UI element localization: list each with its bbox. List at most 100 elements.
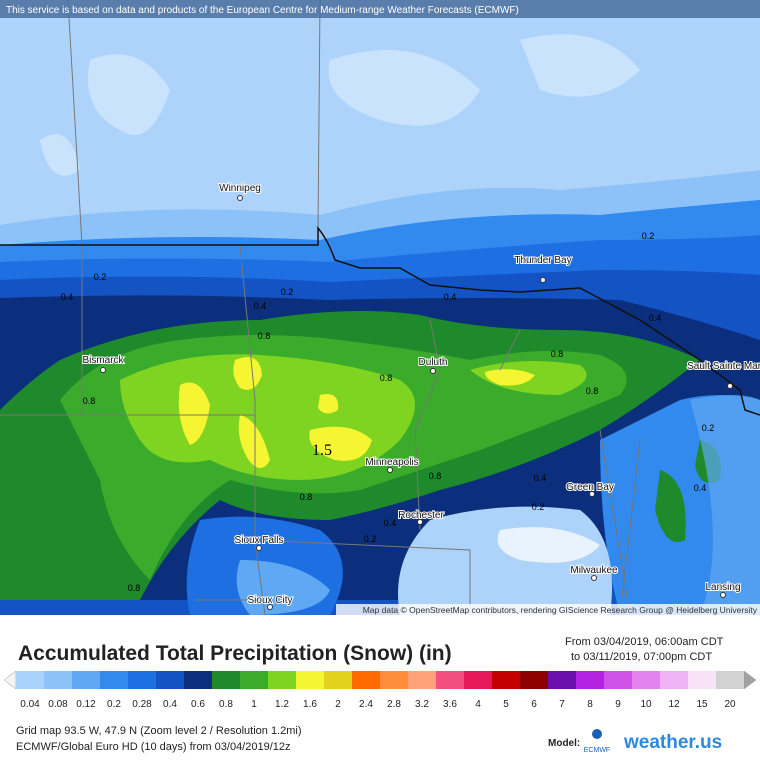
model-name: ECMWF: [584, 747, 610, 754]
map: [0, 0, 760, 616]
city-label: Thunder Bay: [514, 255, 571, 266]
contour-label: 0.4: [649, 313, 662, 323]
legend-swatch: [44, 671, 72, 689]
city-label: Sioux City: [247, 595, 292, 606]
attribution: This service is based on data and produc…: [6, 5, 519, 16]
legend-label: 2.4: [359, 699, 373, 710]
city-label: Sault Sainte Marie: [687, 361, 760, 372]
city-label: Milwaukee: [570, 565, 618, 576]
legend-label: 2: [335, 699, 341, 710]
legend-swatch: [296, 671, 324, 689]
legend: 0.04 0.08 0.12 0.2 0.28 0.4 0.6 0.8 1 1.2 1.6 2 2.4 2…: [3, 670, 757, 710]
contour-label: 0.4: [534, 473, 547, 483]
legend-label: 20: [724, 699, 736, 710]
legend-swatch: [548, 671, 576, 689]
legend-label: 0.2: [107, 699, 121, 710]
legend-label: 0.4: [163, 699, 177, 710]
city-label: Green Bay: [566, 482, 614, 493]
contour-label: 0.4: [384, 518, 397, 528]
legend-label: 3.6: [443, 699, 457, 710]
model-label: Model:: [548, 738, 580, 749]
contour-label: 0.2: [364, 534, 377, 544]
contour-label: 0.2: [532, 502, 545, 512]
legend-swatch: [212, 671, 240, 689]
legend-swatch: [72, 671, 100, 689]
legend-label: 9: [615, 699, 621, 710]
legend-label: 0.28: [132, 699, 152, 710]
contour-label: 0.8: [300, 492, 313, 502]
legend-swatch: [240, 671, 268, 689]
contour-label: 0.8: [128, 583, 141, 593]
legend-swatch: [156, 671, 184, 689]
legend-label: 0.04: [20, 699, 40, 710]
info-line: ECMWF/Global Euro HD (10 days) from 03/0…: [16, 741, 291, 753]
legend-label: 15: [696, 699, 708, 710]
legend-label: 6: [531, 699, 537, 710]
contour-label: 0.2: [281, 287, 294, 297]
contour-label: 0.4: [694, 483, 707, 493]
city-label: Sioux Falls: [235, 535, 284, 546]
contour-label: 0.2: [642, 231, 655, 241]
cities: Winnipeg Thunder Bay Bismarck Duluth Sau…: [81, 182, 760, 610]
legend-label: 12: [668, 699, 680, 710]
legend-swatch: [184, 671, 212, 689]
legend-label: 0.6: [191, 699, 205, 710]
legend-swatch: [688, 671, 716, 689]
legend-label: 1: [251, 699, 257, 710]
contour-label: 0.8: [551, 349, 564, 359]
contour-label: 0.8: [380, 373, 393, 383]
city-label: Bismarck: [82, 355, 124, 366]
legend-swatch: [576, 671, 604, 689]
contour-label: 1.5: [312, 442, 332, 459]
city-label: Minneapolis: [365, 457, 418, 468]
contour-label: 0.8: [258, 331, 271, 341]
contour-label: 0.8: [429, 471, 442, 481]
legend-swatch: [604, 671, 632, 689]
legend-swatch: [100, 671, 128, 689]
city-label: Winnipeg: [219, 183, 261, 194]
contour-label: 0.8: [586, 386, 599, 396]
legend-label: 0.08: [48, 699, 68, 710]
legend-label: 4: [475, 699, 481, 710]
legend-swatch: [408, 671, 436, 689]
city-label: Rochester: [398, 510, 444, 521]
legend-label: 1.2: [275, 699, 289, 710]
legend-swatch: [380, 671, 408, 689]
contour-label: 0.2: [702, 423, 715, 433]
legend-swatch: [436, 671, 464, 689]
legend-label: 7: [559, 699, 565, 710]
map-credit: Map data © OpenStreetMap contributors, r…: [363, 605, 758, 615]
legend-swatch: [16, 671, 44, 689]
city-label: Duluth: [419, 357, 448, 368]
legend-label: 3.2: [415, 699, 429, 710]
title: Accumulated Total Precipitation (Snow) (…: [18, 642, 452, 665]
legend-swatch: [632, 671, 660, 689]
legend-swatch: [324, 671, 352, 689]
legend-arrow-right: [743, 670, 757, 690]
legend-swatch: [660, 671, 688, 689]
legend-label: 0.12: [76, 699, 96, 710]
city-label: Lansing: [705, 582, 740, 593]
legend-arrow-left: [3, 670, 17, 690]
contour-label: 0.4: [61, 292, 74, 302]
legend-swatch: [128, 671, 156, 689]
legend-label: 2.8: [387, 699, 401, 710]
contour-label: 0.8: [83, 396, 96, 406]
period-to: to 03/11/2019, 07:00pm CDT: [571, 651, 712, 663]
info-line: Grid map 93.5 W, 47.9 N (Zoom level 2 / …: [16, 725, 302, 737]
contour-label: 0.2: [94, 272, 107, 282]
legend-swatch: [520, 671, 548, 689]
brand: weather.us: [623, 732, 722, 753]
contour-labels: 0.2 0.2 0.2 0.4 0.4 0.4 0.4 0.8 0.8 0.8 …: [61, 231, 715, 593]
legend-swatch: [464, 671, 492, 689]
legend-label: 1.6: [303, 699, 317, 710]
legend-swatch: [268, 671, 296, 689]
legend-swatch: [716, 671, 744, 689]
legend-label: 0.8: [219, 699, 233, 710]
legend-swatch: [492, 671, 520, 689]
legend-swatch: [352, 671, 380, 689]
contour-label: 0.4: [254, 301, 267, 311]
legend-label: 10: [640, 699, 652, 710]
period-from: From 03/04/2019, 06:00am CDT: [565, 636, 724, 648]
